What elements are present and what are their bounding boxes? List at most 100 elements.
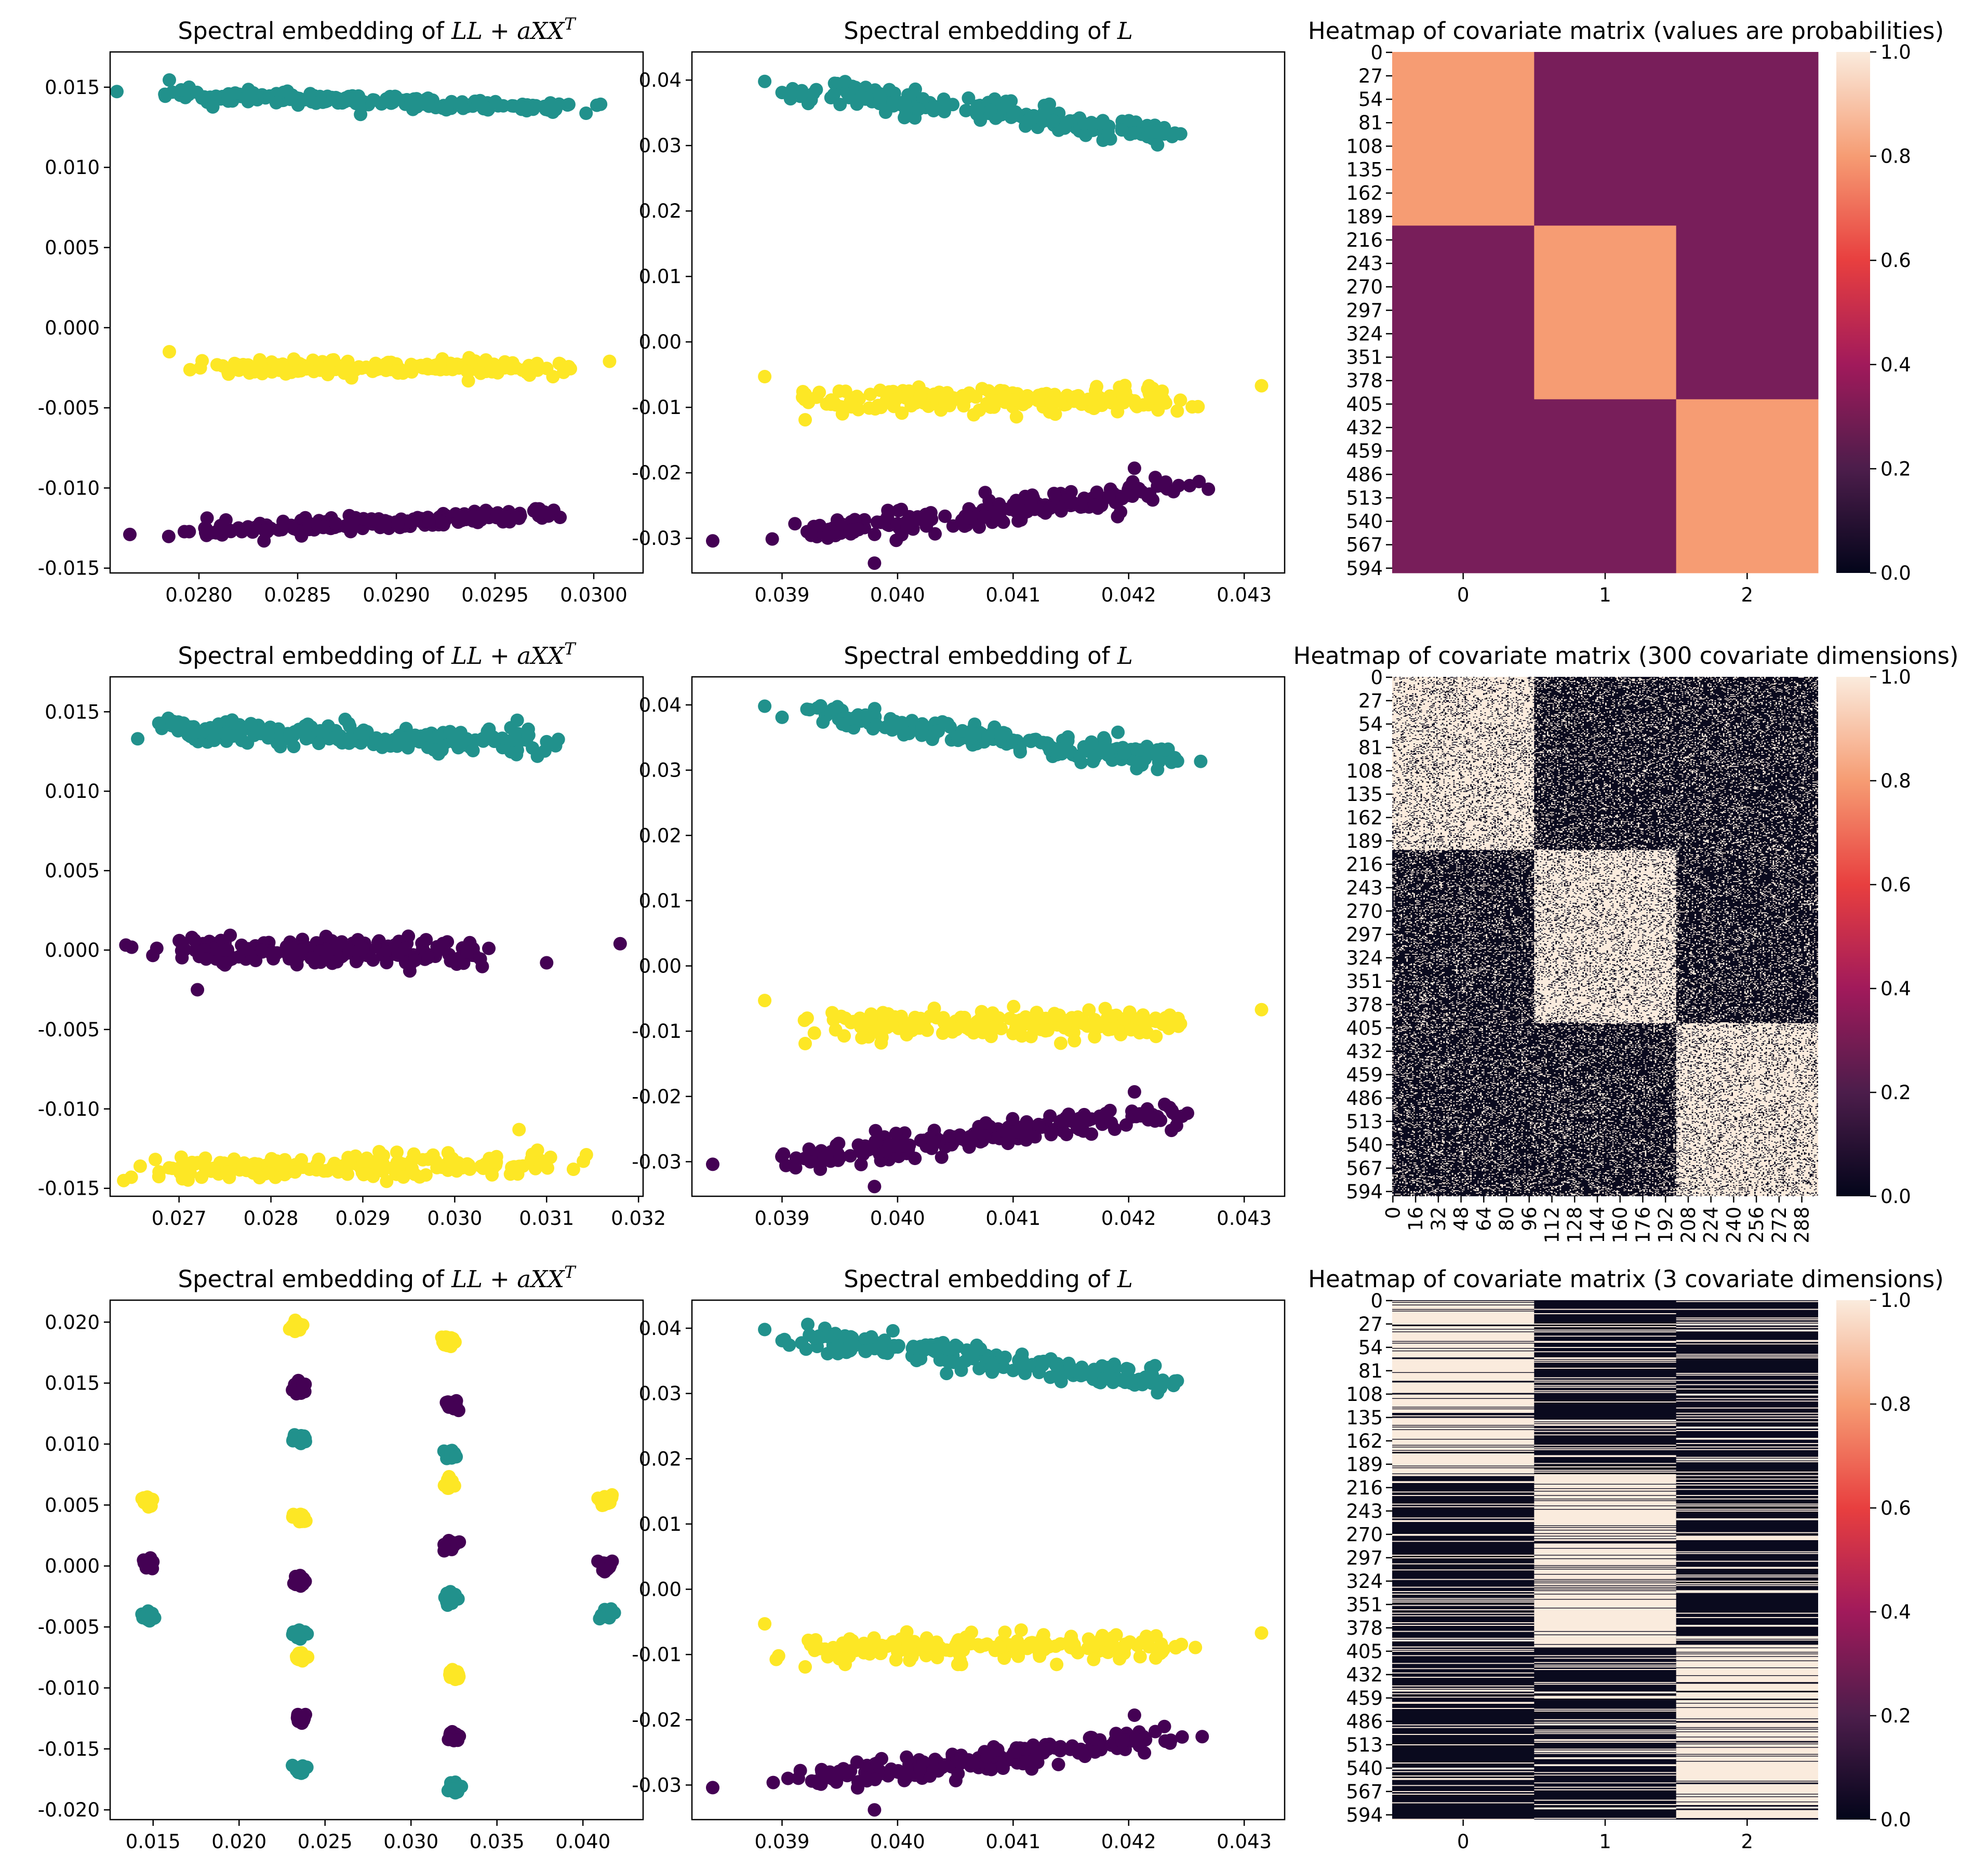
axes-frame [109, 676, 644, 1197]
colorbar-gradient [1836, 52, 1870, 573]
data-point-purple [1073, 1123, 1086, 1137]
data-point-purple [119, 938, 133, 952]
data-point-purple [1083, 1731, 1097, 1745]
data-point-teal [806, 86, 820, 100]
y-tick-label: 81 [1358, 112, 1383, 134]
data-point-teal [988, 92, 1002, 106]
subplot-title: Spectral embedding of L [844, 1265, 1132, 1293]
x-tick-label: 0.043 [1217, 584, 1272, 606]
data-point-yellow [315, 362, 328, 376]
data-point-teal [1044, 1370, 1057, 1384]
y-tick-label: 81 [1358, 737, 1383, 759]
data-point-teal [1052, 742, 1066, 756]
data-point-purple [706, 1781, 719, 1795]
data-point-yellow [963, 1023, 977, 1037]
data-point-yellow [403, 362, 417, 376]
y-tick-label: 0.00 [639, 1579, 682, 1601]
data-point-yellow [504, 362, 518, 376]
data-point-yellow [264, 1154, 278, 1168]
data-point-yellow [1101, 1023, 1115, 1037]
data-point-yellow [489, 1152, 503, 1165]
data-point-purple [408, 953, 422, 967]
y-tick-label: 540 [1346, 511, 1383, 533]
x-tick-label: 32 [1427, 1207, 1450, 1231]
data-point-purple [304, 951, 318, 965]
heatmap-cells [1392, 52, 1819, 573]
data-point-teal [218, 727, 232, 741]
y-tick-label: 513 [1346, 487, 1383, 509]
data-point-yellow [1153, 1647, 1167, 1660]
colorbar: 0.0 0.2 0.4 0.6 0.8 1.0 [1836, 666, 1911, 1208]
data-point-yellow [978, 1638, 992, 1652]
data-point-purple [870, 515, 884, 529]
data-point-yellow [1033, 1649, 1047, 1663]
data-point-purple [1048, 491, 1062, 505]
data-point-yellow [1149, 1014, 1163, 1028]
data-point-yellow [809, 390, 823, 404]
data-point-yellow [390, 364, 404, 378]
data-point-purple [460, 945, 474, 959]
data-point-purple [815, 1762, 829, 1777]
data-point-purple [1102, 490, 1116, 504]
data-point-purple [216, 956, 230, 970]
y-tick-label: 432 [1346, 417, 1383, 439]
data-point-yellow [838, 1011, 852, 1025]
y-tick-label: -0.02 [632, 1086, 682, 1108]
x-tick-label: 0.0290 [363, 584, 430, 606]
data-point-purple [351, 933, 365, 947]
data-point-teal [816, 715, 830, 729]
data-point-yellow [758, 370, 772, 383]
y-tick-label: 0 [1370, 1290, 1383, 1312]
data-point-yellow [288, 1165, 302, 1179]
x-tick-label: 0.0280 [165, 584, 232, 606]
data-point-yellow [463, 1162, 477, 1176]
data-point-purple [868, 1180, 882, 1194]
x-tick-label: 0.041 [985, 1207, 1040, 1230]
data-point-teal [204, 721, 218, 734]
data-point-teal [281, 84, 295, 98]
data-point-yellow [1090, 380, 1103, 394]
heatmap-stripes [1534, 1308, 1676, 1819]
data-point-teal [1058, 121, 1072, 135]
data-point-teal [981, 730, 995, 744]
data-point-yellow [758, 1617, 772, 1631]
x-tick-label: 2 [1741, 1831, 1754, 1853]
colorbar-tick-label: 0.8 [1880, 770, 1911, 792]
data-point-teal [471, 97, 485, 110]
data-point-purple [466, 510, 481, 524]
data-point-purple [996, 1124, 1010, 1138]
data-point-purple [880, 510, 895, 524]
x-tick-label: 0.035 [470, 1831, 525, 1853]
data-point-purple [984, 1762, 998, 1777]
y-tick-label: 216 [1346, 229, 1383, 251]
x-tick-label: 240 [1723, 1207, 1745, 1244]
y-tick-label: -0.03 [632, 1774, 682, 1796]
data-point-teal [910, 1354, 924, 1368]
heatmap-1: 0275481108135162189216243270297324351378… [1293, 642, 1959, 1244]
data-point-yellow [798, 1037, 812, 1050]
heatmap-0: 0275481108135162189216243270297324351378… [1308, 17, 1944, 606]
y-tick-label: 189 [1346, 830, 1383, 852]
y-tick-label: 405 [1346, 1017, 1383, 1039]
data-point-teal [926, 1343, 940, 1357]
data-point-yellow [407, 1147, 421, 1161]
data-point-yellow [356, 1154, 370, 1168]
data-point-purple [191, 983, 205, 997]
subplot-title: Heatmap of covariate matrix (values are … [1308, 17, 1944, 45]
data-point-yellow [249, 362, 263, 376]
data-point-purple [943, 1129, 956, 1143]
data-point-yellow [891, 1645, 904, 1659]
data-point-yellow [1035, 1011, 1049, 1025]
data-point-teal [241, 95, 255, 109]
y-tick-label: 297 [1346, 299, 1383, 322]
data-point-purple [1175, 1730, 1189, 1744]
data-point-teal [530, 749, 544, 763]
data-point-teal [931, 724, 945, 738]
data-point-yellow [853, 1011, 867, 1025]
x-tick-label: 0.041 [985, 584, 1040, 606]
data-point-purple [766, 1775, 780, 1789]
y-tick-label: 54 [1358, 88, 1383, 111]
data-point-purple [330, 955, 344, 969]
data-point-purple [868, 527, 882, 541]
data-point-teal [1065, 1364, 1079, 1378]
